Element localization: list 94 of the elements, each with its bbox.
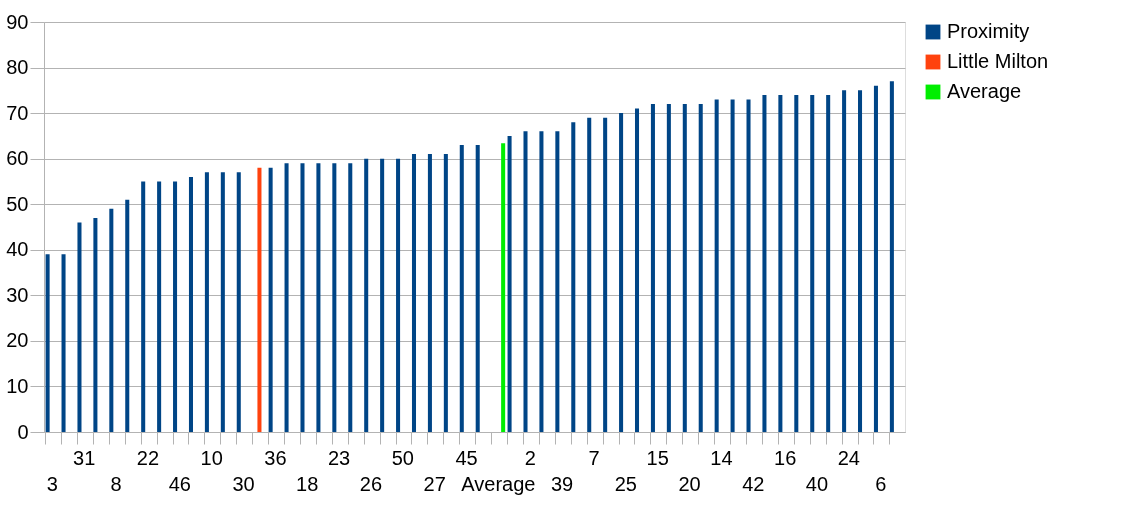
bar [523,131,528,432]
bar [427,154,432,432]
y-tick-label: 10 [6,374,29,397]
x-tick-label: 15 [646,446,669,469]
legend-label: Average [947,80,1022,102]
bar [77,222,82,432]
bar [364,158,369,432]
bar [348,163,353,432]
y-tick-label: 90 [6,10,29,33]
x-tick-label: 46 [168,472,191,495]
bar [45,254,50,432]
bar [220,172,225,432]
bar [603,117,608,432]
bar [332,163,337,432]
x-tick-label: 30 [232,472,255,495]
x-tick-label: 16 [774,446,797,469]
bar [842,90,847,432]
bar [794,94,799,432]
bar [141,181,146,432]
x-tick-label: 2 [524,446,536,469]
x-tick-label: 18 [296,472,319,495]
y-tick-label: 60 [6,147,29,170]
bar [634,108,640,432]
x-tick-label: 42 [742,472,765,495]
x-tick-label: 8 [110,472,122,495]
x-tick-label: Average [461,472,536,495]
bar [650,104,655,432]
bar [268,167,273,432]
y-tick-label: 30 [6,283,29,306]
y-tick-label: 70 [6,101,29,124]
bar [698,104,703,432]
bar [300,163,305,432]
bar [157,181,162,432]
bar [619,113,624,432]
bar [125,199,130,432]
x-tick-label: 40 [805,472,829,495]
bar [380,158,385,432]
bar [459,145,464,432]
x-tick-label: 27 [423,472,446,495]
x-tick-label: 45 [455,446,478,469]
x-tick-label: 14 [710,446,733,469]
bar [443,154,448,432]
x-tick-label: 10 [200,446,223,469]
bar [682,104,687,432]
x-tick-label: 39 [550,472,574,495]
x-tick-label: 23 [327,446,351,469]
bar [284,163,289,432]
legend-label: Little Milton [947,50,1049,72]
bar [539,131,544,432]
bar [501,143,506,432]
x-tick-label: 24 [837,446,860,469]
bar [810,94,815,432]
bar [236,172,241,432]
y-tick-label: 0 [17,420,29,443]
bar [778,94,783,432]
x-tick-label: 3 [46,472,58,495]
x-tick-label: 20 [678,472,701,495]
bar [93,217,98,432]
bar [507,135,512,432]
bar [730,99,735,432]
bar [889,81,894,432]
y-tick-label: 50 [6,192,29,215]
bar [411,154,417,432]
x-tick-label: 22 [136,446,160,469]
bar [666,104,671,432]
bar [858,90,863,432]
bar [316,163,321,432]
x-tick-label: 31 [73,446,96,469]
x-tick-label: 36 [264,446,287,469]
bar [204,172,209,432]
bar [109,208,114,432]
bar [188,176,193,432]
x-tick-label: 50 [391,446,414,469]
legend-label: Proximity [947,20,1030,42]
x-tick-label: 6 [875,472,887,495]
bar [587,117,592,432]
y-tick-label: 80 [6,56,29,79]
x-tick-label: 26 [359,472,383,495]
y-tick-label: 40 [6,238,29,261]
bar [762,94,767,432]
bar [555,131,560,432]
bar [571,122,576,432]
bar [826,94,831,432]
bar [714,99,719,432]
bar [746,99,751,432]
bar [873,85,878,432]
bar [173,181,178,432]
bar [257,167,262,432]
y-tick-label: 20 [6,329,29,352]
x-tick-label: 7 [588,446,600,469]
bar [475,145,480,432]
bar [396,158,401,432]
bar [61,254,66,432]
x-tick-label: 25 [614,472,637,495]
